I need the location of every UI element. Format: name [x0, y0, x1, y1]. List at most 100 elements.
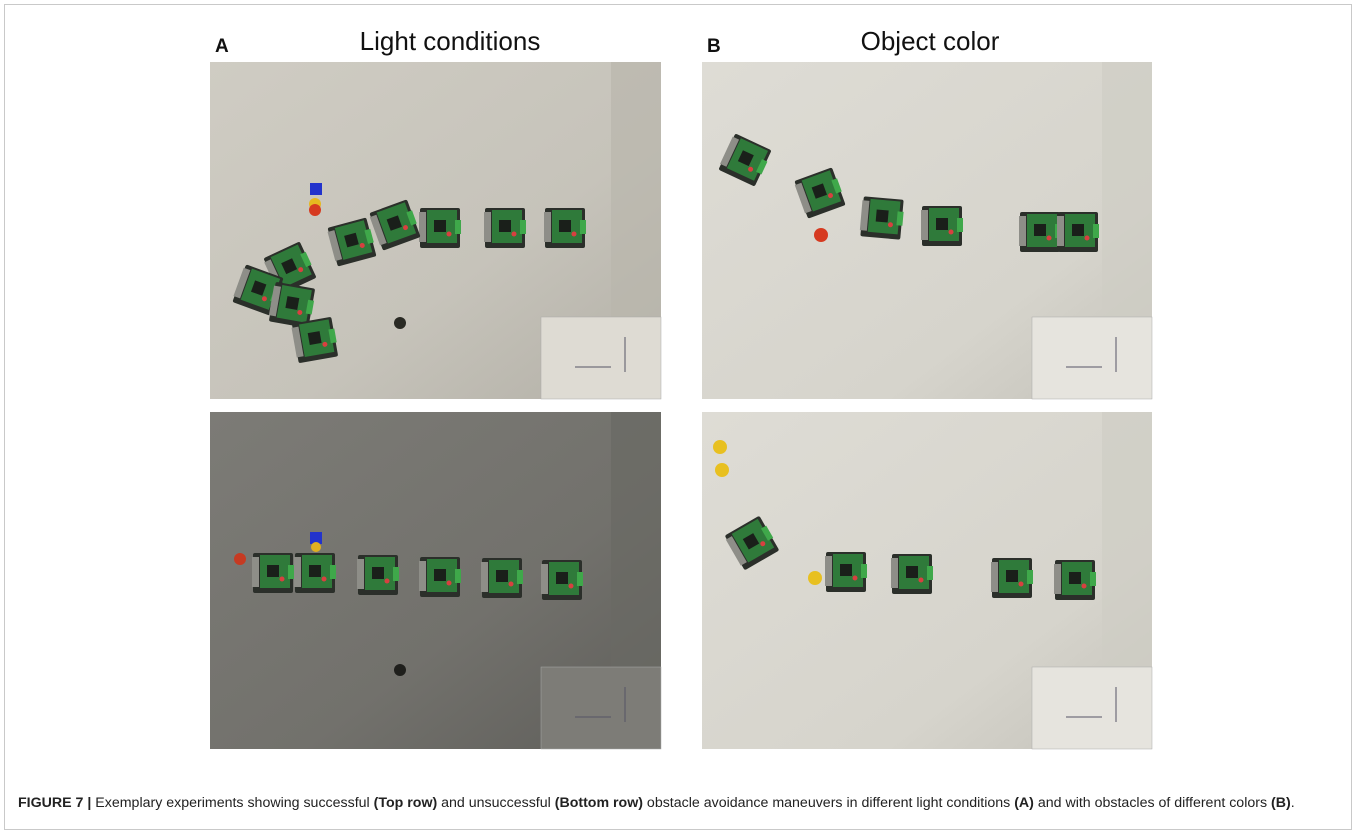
robot-side [891, 558, 898, 588]
obstacle [394, 317, 406, 329]
robot-chip [281, 258, 298, 275]
robot [891, 554, 933, 594]
robot-side [1019, 216, 1026, 246]
robot [544, 208, 586, 248]
robot-chip [906, 566, 918, 578]
robot-sensor [927, 566, 933, 580]
robot-side [252, 557, 259, 587]
robot-side [294, 557, 301, 587]
robot-led [508, 581, 514, 587]
obstacle [808, 571, 822, 585]
obstacle [713, 440, 727, 454]
scale-board [1031, 316, 1153, 400]
robot [725, 516, 779, 570]
robot-sensor [455, 220, 461, 234]
caption-text: (A) [1014, 795, 1034, 811]
robot-chip [499, 220, 511, 232]
robot-side [1057, 216, 1064, 246]
robot [481, 558, 523, 598]
scale-board [540, 666, 662, 750]
robot-led [298, 267, 304, 273]
caption-text: and with obstacles of different colors [1033, 795, 1272, 811]
obstacle [310, 183, 322, 195]
robot-side [720, 136, 740, 167]
scale-board [540, 316, 662, 400]
robot-chip [559, 220, 571, 232]
robot [825, 552, 867, 592]
panel-title: Object color [861, 26, 1000, 56]
robot [252, 553, 294, 593]
robot-led [568, 583, 574, 589]
robot-side [825, 556, 832, 586]
robot-chip [344, 232, 359, 248]
robot-led [828, 193, 834, 199]
robot-side [921, 210, 928, 240]
robot-sensor [831, 178, 842, 194]
robot [291, 317, 338, 363]
robot [294, 553, 336, 593]
robot-chip [250, 280, 267, 296]
robot-chip [434, 569, 446, 581]
robot-led [571, 231, 577, 237]
robot-side [419, 212, 426, 242]
robot-sensor [760, 525, 774, 541]
robot [232, 264, 284, 316]
robot-side [794, 182, 812, 214]
robot-led [748, 166, 754, 172]
robot-led [261, 296, 267, 302]
caption-text: and unsuccessful [437, 795, 555, 811]
robot-chip [811, 183, 828, 199]
caption-text: (Top row) [373, 795, 438, 811]
obstacle [814, 228, 828, 242]
robot-side [991, 562, 998, 592]
robot-led [359, 242, 365, 248]
robot-led [279, 576, 285, 582]
robot-chip [737, 150, 754, 167]
robot-chip [742, 533, 760, 550]
robot [369, 199, 421, 251]
robot-chip [936, 218, 948, 230]
robot-chip [267, 565, 279, 577]
robot-led [1081, 583, 1087, 589]
robot-sensor [517, 570, 523, 584]
robot-side [369, 214, 387, 246]
robot [1019, 212, 1061, 252]
figure-frame [4, 4, 1352, 830]
robot-sensor [455, 569, 461, 583]
robot [541, 560, 583, 600]
robot-led [297, 309, 303, 315]
robot-led [918, 577, 924, 583]
caption-text: Exemplary experiments showing successful [91, 795, 374, 811]
robot [484, 208, 526, 248]
robot [719, 134, 771, 186]
robot-sensor [330, 565, 336, 579]
robot-side [541, 564, 548, 594]
robot [357, 555, 399, 595]
obstacle [394, 664, 406, 676]
figure: A Light conditions B Object color [210, 26, 1153, 750]
robot-side [481, 562, 488, 592]
robot [1057, 212, 1099, 252]
photo [702, 412, 1153, 750]
robot-sensor [577, 572, 583, 586]
robot-led [948, 229, 954, 235]
robot-chip [875, 209, 889, 223]
caption-text: FIGURE 7 | [18, 795, 92, 811]
robot-sensor [305, 299, 315, 315]
caption-text: . [1290, 795, 1295, 811]
robot-side [268, 285, 281, 317]
robot-led [1018, 581, 1024, 587]
robot-chip [556, 572, 568, 584]
robot-side [357, 559, 364, 589]
caption-text: (Bottom row) [554, 795, 643, 811]
robot [419, 557, 461, 597]
robot-led [446, 580, 452, 586]
robot-sensor [520, 220, 526, 234]
robot-sensor [1090, 572, 1096, 586]
robot-chip [372, 567, 384, 579]
obstacle [311, 542, 321, 552]
robot-sensor [328, 328, 337, 344]
robot-led [852, 575, 858, 581]
obstacle [310, 532, 322, 544]
panel-letter: A [215, 36, 229, 57]
